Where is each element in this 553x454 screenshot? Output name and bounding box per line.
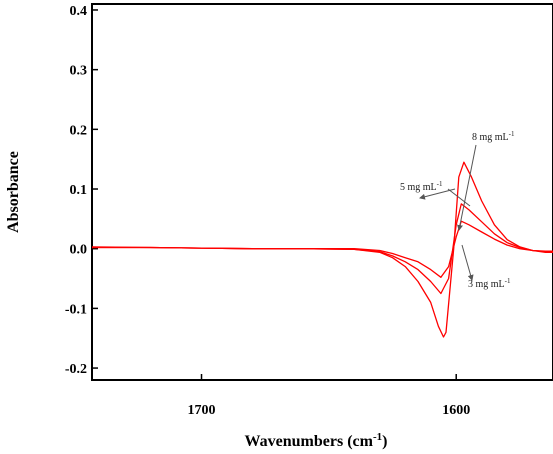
x-tick-label: 1700 <box>188 403 216 418</box>
annotation-label: 5 mg mL-1 <box>400 180 443 193</box>
y-tick-label: 0.4 <box>70 4 88 19</box>
annotation-label: 3 mg mL-1 <box>468 277 511 290</box>
plot-frame <box>91 3 553 381</box>
x-axis-ticks: 1700 1600 <box>188 374 470 418</box>
x-axis-title-main: Wavenumbers (cm <box>245 433 374 450</box>
y-axis-title: Absorbance <box>5 151 22 233</box>
annotation-arrow <box>447 188 471 207</box>
annotation-arrow <box>461 244 474 281</box>
x-axis-title-close: ) <box>382 433 387 450</box>
x-axis-title-sup: -1 <box>373 431 382 443</box>
x-tick-label: 1600 <box>442 403 470 418</box>
annotations: 8 mg mL-1 5 mg mL-1 3 mg mL-1 <box>400 130 515 290</box>
series-line-3 <box>91 161 553 338</box>
annotation-arrow <box>457 144 477 231</box>
series-group <box>91 161 553 338</box>
y-tick-label: 0.2 <box>70 123 88 138</box>
annotation-label: 8 mg mL-1 <box>472 130 515 143</box>
y-tick-label: 0.1 <box>70 183 88 198</box>
y-tick-label: 0.0 <box>70 243 88 258</box>
y-axis-ticks: 0.4 0.3 0.2 0.1 0.0 -0.1 -0.2 <box>65 4 98 377</box>
y-tick-label: 0.3 <box>70 64 88 79</box>
x-axis-title: Wavenumbers (cm-1) <box>245 431 388 450</box>
y-tick-label: -0.1 <box>65 302 87 317</box>
y-tick-label: -0.2 <box>65 362 87 377</box>
